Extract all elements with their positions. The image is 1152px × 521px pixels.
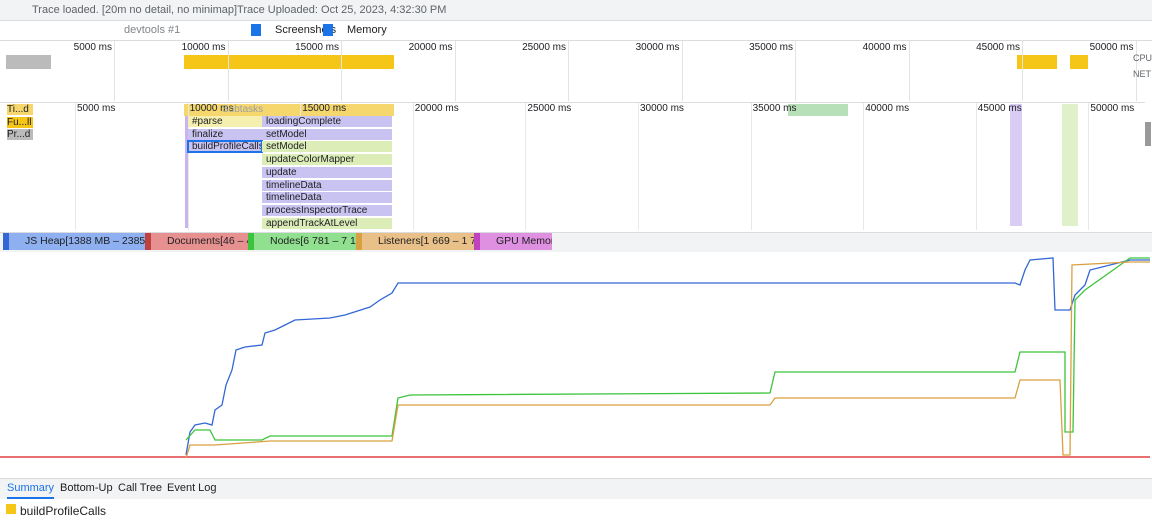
timeline-tick-label: 40000 ms [865,103,910,114]
timeline-grid [1088,103,1090,230]
js-heap-line [185,257,1150,456]
overview-tick-label: 25000 ms [522,42,566,53]
overview-label: CPU [1133,53,1152,63]
task-bar [185,116,188,228]
status-text: Trace loaded. [20m no detail, no minimap… [32,4,447,16]
cpu-overview [1017,55,1057,69]
flame-entry[interactable]: buildProfileCalls [187,140,263,154]
overview-tick-label: 20000 ms [408,42,453,53]
overview [0,41,1130,101]
memory-checkbox[interactable]: Memory [323,24,387,36]
flame-entry[interactable]: appendTrackAtLevel [262,217,392,229]
timeline-grid [300,103,302,230]
flame-entry[interactable]: finalize [188,128,262,140]
timeline-tick-label: 25000 ms [527,103,572,114]
timeline-grid [750,103,752,230]
track-label: Pr...d [7,129,33,140]
counter-toggle[interactable]: Documents[46 – 46] [145,233,249,250]
summary-title: buildProfileCalls [20,504,107,518]
overview-grid [681,41,683,101]
overview-grid [908,41,910,101]
overview-grid [795,41,796,101]
task-bar [788,104,848,116]
flame-entry[interactable]: timelineData [262,192,392,204]
counter-toggle[interactable]: Nodes[6 781 – 7 123] [248,233,357,250]
overview-tick-label: 50000 ms [1089,42,1134,53]
timeline-tick-label: 20000 ms [414,103,459,114]
overview-grid [454,41,456,101]
flame-entry[interactable]: setModel [262,141,392,153]
track-label: Ti...d [7,104,33,115]
flame-entry[interactable]: updateColorMapper [262,154,392,166]
toolbar [0,20,1152,41]
scrollbar[interactable] [1145,122,1151,146]
recording-select[interactable]: devtools #1 [124,24,181,36]
flame-entry[interactable]: #parse [188,116,262,127]
overview-label: NET [1133,69,1151,79]
timeline-tick-label: 35000 ms [752,103,797,114]
task-bar [1062,104,1078,226]
overview-grid [341,41,342,101]
timeline-tick-label: 30000 ms [640,103,684,114]
task-bar [184,104,394,116]
panel-tab[interactable]: Call Tree [118,482,163,494]
nodes-line [185,257,1150,441]
timeline-tick-label: 45000 ms [977,103,1022,114]
status-bar [0,0,1152,21]
overview-tick-label: 40000 ms [862,42,907,53]
counter-toggle[interactable]: GPU Memory [474,233,552,250]
timeline-tick-label: 5000 ms [77,103,116,114]
overview-grid [114,41,115,101]
screenshots-checkbox[interactable]: Screenshots [251,24,336,36]
tab-bar [0,478,1152,499]
timeline-tick-label: 10000 ms [189,103,234,114]
flame-entry[interactable]: processInspectorTrace [262,204,392,216]
timeline-grid [412,103,414,230]
flame-entry[interactable]: update [262,166,392,178]
subtasks-label: Subtasks [222,104,264,115]
overview-grid [227,41,229,101]
timeline-tick-label: 50000 ms [1090,103,1135,114]
overview-grid [568,41,569,101]
overview-tick-label: 5000 ms [73,42,112,53]
overview-grid [1135,41,1137,101]
cpu-overview [6,55,51,69]
track-label: Fu...ll [7,116,33,128]
flame-entry[interactable]: setModel [262,128,392,140]
flame-entry[interactable]: timelineData [262,179,392,191]
task-bar [1010,104,1022,226]
summary-swatch [6,504,16,514]
cpu-overview [1070,55,1088,69]
timeline-grid [975,103,977,230]
cpu-overview [184,55,394,69]
listeners-line [185,261,1150,459]
overview-tick-label: 45000 ms [976,42,1020,53]
timeline-grid [75,103,76,230]
panel-tab[interactable]: Event Log [167,482,217,494]
flame-entry[interactable]: loadingComplete [262,116,392,127]
timeline-tick-label: 15000 ms [302,103,347,114]
overview-tick-label: 35000 ms [749,42,793,53]
overview-grid [1022,41,1023,101]
timeline-grid [187,103,189,230]
overview-tick-label: 15000 ms [295,42,339,53]
panel-tab[interactable]: Summary [7,482,55,499]
timeline-grid [525,103,527,230]
counter-toggle[interactable]: JS Heap[1388 MB – 2385 MB] [3,233,147,250]
overview-tick-label: 30000 ms [635,42,680,53]
overview-tick-label: 10000 ms [181,42,226,53]
timeline-grid [863,103,865,230]
counter-toggle[interactable]: Listeners[1 669 – 1 758] [356,233,475,250]
panel-tab[interactable]: Bottom-Up [60,482,113,494]
timeline-grid [638,103,639,230]
